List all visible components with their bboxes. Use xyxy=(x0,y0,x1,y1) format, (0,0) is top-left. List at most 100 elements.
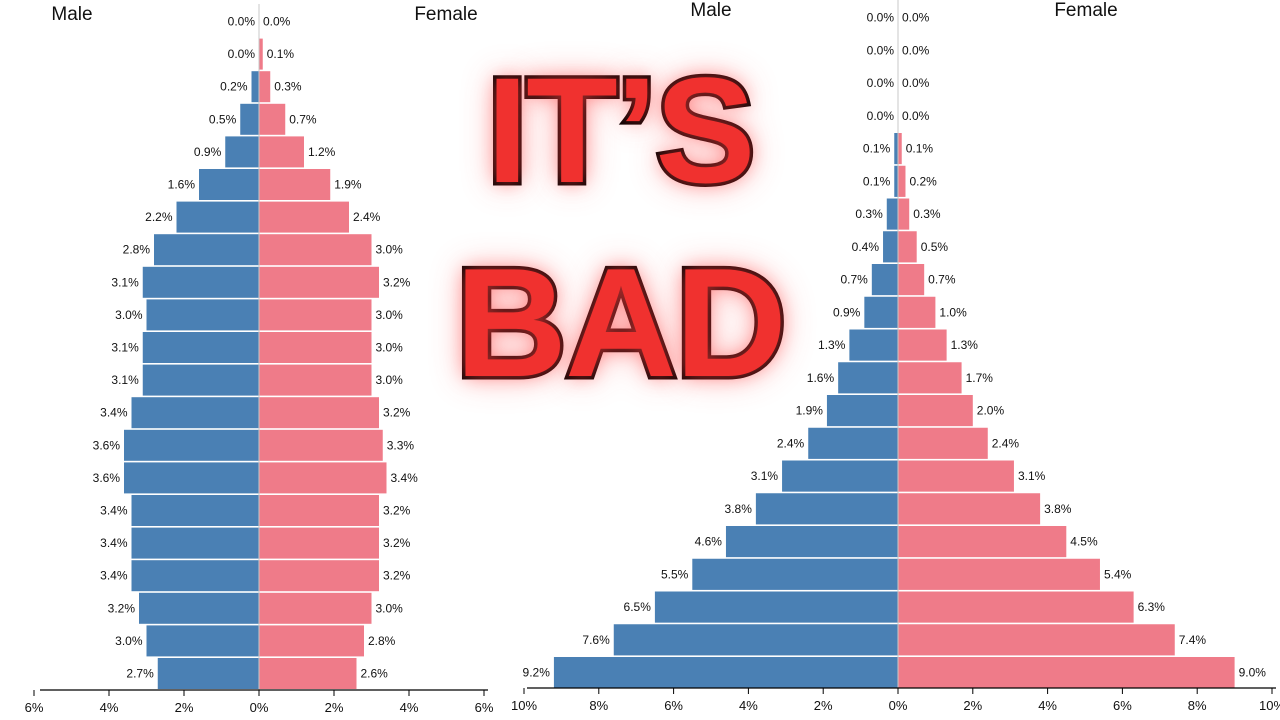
male-bar xyxy=(139,592,259,624)
female-bar xyxy=(898,460,1014,492)
male-data-label: 0.0% xyxy=(867,43,895,57)
female-data-label: 3.2% xyxy=(383,504,411,518)
male-bar xyxy=(225,136,259,168)
male-bar xyxy=(199,169,259,200)
female-data-label: 0.0% xyxy=(902,43,930,57)
male-data-label: 0.2% xyxy=(220,80,248,94)
female-data-label: 2.6% xyxy=(361,667,389,681)
male-header: Male xyxy=(51,4,92,25)
female-bar xyxy=(898,133,902,165)
x-tick-label: 0% xyxy=(250,700,269,715)
female-data-label: 6.3% xyxy=(1138,600,1166,614)
female-data-label: 2.8% xyxy=(368,634,396,648)
female-bar xyxy=(259,169,331,200)
female-data-label: 0.3% xyxy=(913,207,941,221)
female-bar xyxy=(259,38,263,70)
x-tick-label: 8% xyxy=(1188,698,1207,713)
female-bar xyxy=(898,591,1134,623)
female-data-label: 2.4% xyxy=(353,210,381,224)
female-bar xyxy=(259,299,372,331)
male-bar xyxy=(654,591,898,623)
female-data-label: 3.2% xyxy=(383,406,411,420)
female-bar xyxy=(898,427,988,459)
female-bar xyxy=(898,526,1067,558)
overlay-headline-line1: IT’S xyxy=(483,46,759,214)
female-bar xyxy=(898,395,973,427)
male-bar xyxy=(782,460,898,492)
female-bar xyxy=(898,296,936,328)
male-data-label: 0.0% xyxy=(867,76,895,90)
female-bar xyxy=(259,332,372,363)
female-data-label: 3.2% xyxy=(383,569,411,583)
female-data-label: 1.7% xyxy=(966,371,994,385)
female-bar xyxy=(898,657,1235,689)
male-data-label: 3.1% xyxy=(751,469,779,483)
x-tick-label: 4% xyxy=(400,700,419,715)
male-bar xyxy=(142,332,259,363)
female-bar xyxy=(259,495,379,526)
male-bar xyxy=(808,427,898,459)
female-data-label: 3.0% xyxy=(376,373,404,387)
male-data-label: 0.1% xyxy=(863,142,891,156)
female-data-label: 0.7% xyxy=(289,112,317,126)
female-bar xyxy=(259,364,372,396)
female-bar xyxy=(259,625,364,657)
female-data-label: 1.2% xyxy=(308,145,336,159)
female-data-label: 3.1% xyxy=(1018,469,1046,483)
male-bar xyxy=(131,495,259,526)
male-data-label: 3.4% xyxy=(100,569,128,583)
female-bar xyxy=(259,429,383,461)
male-bar xyxy=(886,198,898,230)
female-header: Female xyxy=(414,4,477,25)
female-bar xyxy=(259,234,372,266)
male-data-label: 6.5% xyxy=(624,600,652,614)
male-data-label: 0.9% xyxy=(194,145,222,159)
female-bar xyxy=(898,264,925,296)
male-data-label: 0.4% xyxy=(852,240,880,254)
male-data-label: 5.5% xyxy=(661,567,689,581)
male-bar xyxy=(176,201,259,233)
female-data-label: 0.0% xyxy=(263,15,291,29)
female-data-label: 0.2% xyxy=(909,174,937,188)
female-data-label: 0.7% xyxy=(928,273,956,287)
male-data-label: 9.2% xyxy=(523,666,551,680)
male-bar xyxy=(124,429,259,461)
male-bar xyxy=(131,397,259,429)
male-data-label: 3.4% xyxy=(100,536,128,550)
male-bar xyxy=(826,395,898,427)
female-bar xyxy=(259,560,379,592)
female-bar xyxy=(898,558,1100,590)
male-data-label: 3.4% xyxy=(100,406,128,420)
male-data-label: 3.0% xyxy=(115,634,143,648)
male-data-label: 3.1% xyxy=(111,341,139,355)
male-data-label: 2.7% xyxy=(126,667,154,681)
male-bar xyxy=(124,462,259,494)
female-data-label: 0.1% xyxy=(906,142,934,156)
female-data-label: 5.4% xyxy=(1104,567,1132,581)
x-tick-label: 4% xyxy=(739,698,758,713)
female-bar xyxy=(898,198,910,230)
female-data-label: 0.0% xyxy=(902,109,930,123)
x-tick-label: 8% xyxy=(589,698,608,713)
female-bar xyxy=(898,165,906,197)
female-data-label: 3.0% xyxy=(376,341,404,355)
x-tick-label: 6% xyxy=(664,698,683,713)
male-bar xyxy=(157,658,259,689)
male-data-label: 3.2% xyxy=(108,601,136,615)
male-bar xyxy=(849,329,898,361)
male-data-label: 7.6% xyxy=(582,633,610,647)
female-data-label: 9.0% xyxy=(1239,666,1267,680)
male-data-label: 3.6% xyxy=(93,438,121,452)
male-bar xyxy=(146,625,259,657)
male-data-label: 3.0% xyxy=(115,308,143,322)
male-data-label: 3.8% xyxy=(725,502,753,516)
male-data-label: 1.3% xyxy=(818,338,846,352)
female-data-label: 0.0% xyxy=(902,76,930,90)
male-bar xyxy=(725,526,898,558)
female-bar xyxy=(259,592,372,624)
male-bar xyxy=(154,234,259,266)
x-tick-label: 6% xyxy=(1113,698,1132,713)
female-bar xyxy=(898,231,917,263)
male-data-label: 0.0% xyxy=(867,11,895,25)
